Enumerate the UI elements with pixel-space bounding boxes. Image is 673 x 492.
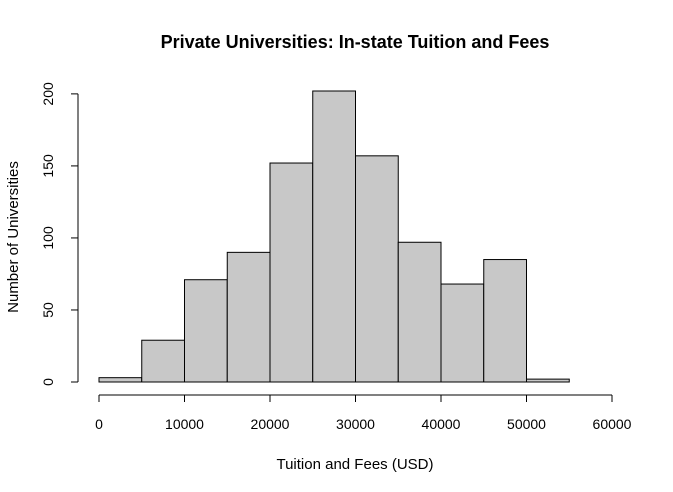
histogram-bar-3 (226, 251, 271, 383)
chart-title: Private Universities: In-state Tuition a… (161, 32, 550, 52)
histogram-bar-5 (312, 90, 356, 383)
y-tick-label-3: 150 (40, 154, 56, 178)
bars-group (98, 90, 570, 383)
x-tick-label-2: 20000 (251, 416, 290, 432)
y-tick-label-1: 50 (40, 302, 56, 318)
x-axis: 0 10000 20000 30000 40000 50000 60000 (95, 394, 632, 432)
histogram-bar-9 (483, 259, 527, 383)
x-tick-label-3: 30000 (336, 416, 375, 432)
y-tick-label-0: 0 (40, 378, 56, 386)
histogram-bar-8 (440, 283, 485, 383)
x-tick-label-4: 40000 (422, 416, 461, 432)
histogram-bar-4 (269, 162, 314, 383)
x-axis-label: Tuition and Fees (USD) (276, 456, 433, 473)
y-axis: 0 50 100 150 200 (40, 82, 79, 386)
histogram-bar-6 (355, 155, 399, 383)
histogram-bar-1 (141, 339, 185, 383)
y-tick-label-2: 100 (40, 226, 56, 250)
x-tick-label-1: 10000 (165, 416, 204, 432)
x-tick-label-5: 50000 (507, 416, 546, 432)
histogram-bar-2 (184, 279, 228, 383)
x-tick-label-6: 60000 (593, 416, 632, 432)
histogram-bar-10 (526, 378, 570, 383)
x-tick-label-0: 0 (95, 416, 103, 432)
y-tick-label-4: 200 (40, 82, 56, 106)
y-axis-label: Number of Universities (5, 161, 22, 313)
histogram-bar-7 (397, 241, 442, 383)
histogram-bar-0 (98, 377, 143, 383)
